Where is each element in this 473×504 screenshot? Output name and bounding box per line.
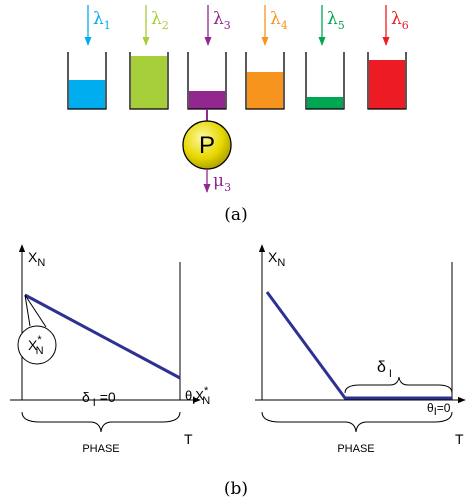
text-part: λ <box>270 9 281 29</box>
queue: λ3 <box>188 5 231 109</box>
departure-label: μ3 <box>213 171 231 194</box>
queue: λ5 <box>306 5 345 109</box>
caption: (a) <box>224 205 247 225</box>
text-part: λ <box>93 9 104 29</box>
arrival-label: λ6 <box>391 9 409 32</box>
text-part: 3 <box>224 19 231 32</box>
text-part: δ <box>377 359 386 376</box>
queue: λ6 <box>368 5 409 109</box>
text-part: N <box>36 345 44 357</box>
arrival-label: λ4 <box>270 9 288 32</box>
text-part: I <box>389 368 392 380</box>
end-label: θI=0 <box>427 401 451 418</box>
text-part: θ <box>185 388 192 403</box>
text-part: 2 <box>162 19 169 32</box>
text-part: 1 <box>104 19 111 32</box>
panel-a: λ1 λ2 λ3 λ4 λ5 λ6 P μ3 (a) <box>68 5 409 225</box>
bracket-label: PHASE <box>337 443 374 455</box>
text-part: λ <box>151 9 162 29</box>
queue: λ1 <box>68 5 111 109</box>
arrival-label: λ3 <box>213 9 231 32</box>
text-part: 4 <box>281 19 288 32</box>
bracket-label: PHASE <box>82 443 119 455</box>
end-label: θIX*N <box>185 385 210 407</box>
text-part: N <box>202 395 210 407</box>
y-axis-label: XN <box>28 249 45 269</box>
text-part: 6 <box>402 19 409 32</box>
text-part: =0 <box>96 389 116 405</box>
text-part: =0 <box>437 401 451 415</box>
figure: λ1 λ2 λ3 λ4 λ5 λ6 P μ3 (a) <box>0 0 473 504</box>
arrival-label: λ2 <box>151 9 169 32</box>
text-part: λ <box>391 9 402 29</box>
text-part: 3 <box>224 181 231 194</box>
y-axis-label: XN <box>268 249 285 269</box>
text-part: δ <box>82 389 90 405</box>
caption: (b) <box>224 479 248 499</box>
x-axis-label: T <box>455 431 464 447</box>
text-part: λ <box>327 9 338 29</box>
text-part: 5 <box>338 19 345 32</box>
arrival-label: λ1 <box>93 9 111 32</box>
queue: λ2 <box>130 5 169 109</box>
text-part: N <box>37 257 45 269</box>
trajectory <box>267 292 452 398</box>
x-axis-label: T <box>184 431 193 447</box>
server-label: P <box>199 132 215 159</box>
text-part: N <box>277 257 285 269</box>
queue: λ4 <box>246 5 288 109</box>
text-part: λ <box>213 9 224 29</box>
text-part: μ <box>213 171 224 191</box>
arrival-label: λ5 <box>327 9 345 32</box>
